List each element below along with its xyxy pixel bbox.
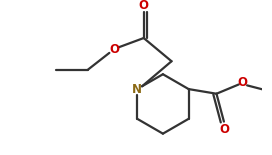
Text: N: N	[132, 83, 142, 96]
Text: O: O	[139, 0, 149, 12]
Text: O: O	[109, 43, 119, 56]
Text: O: O	[219, 122, 229, 135]
Text: O: O	[237, 76, 248, 89]
